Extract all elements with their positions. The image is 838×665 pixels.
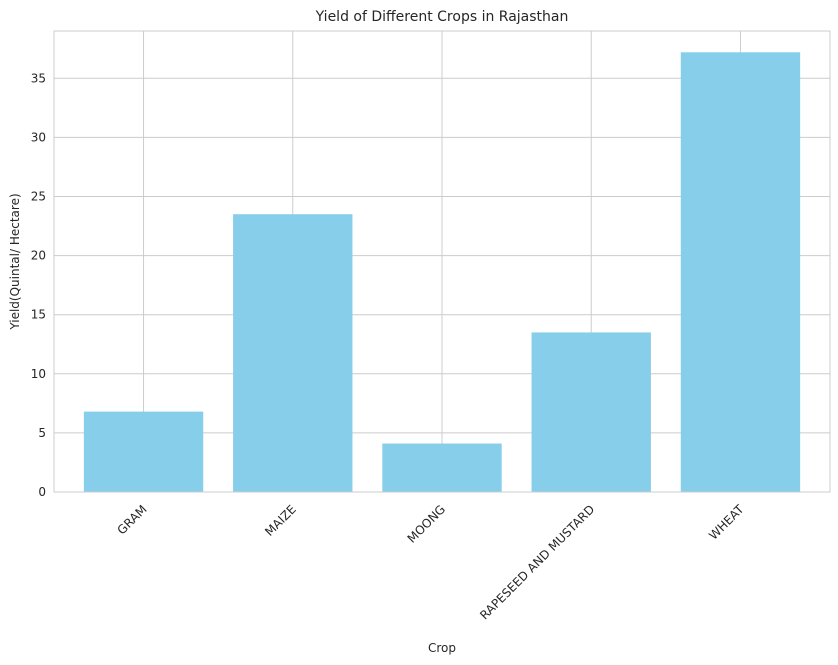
x-axis-label: Crop bbox=[428, 641, 456, 655]
y-tick-label-25: 25 bbox=[31, 189, 46, 203]
y-tick-label-5: 5 bbox=[38, 426, 46, 440]
plot-frame bbox=[53, 30, 831, 493]
y-tick-label-20: 20 bbox=[31, 249, 46, 263]
x-tick-label-gram: GRAM bbox=[115, 502, 150, 537]
y-tick-label-35: 35 bbox=[31, 71, 46, 85]
x-tick-label-moong: MOONG bbox=[405, 502, 449, 546]
bar-gram bbox=[83, 411, 204, 492]
bars bbox=[83, 52, 801, 493]
x-tick-labels: GRAM MAIZE MOONG RAPESEED AND MUSTARD WHEAT bbox=[115, 502, 748, 623]
bar-moong bbox=[382, 443, 502, 492]
bar-maize bbox=[233, 214, 353, 492]
bar-rapeseed-and-mustard bbox=[531, 332, 651, 492]
chart-title: Yield of Different Crops in Rajasthan bbox=[315, 9, 569, 25]
y-tick-label-10: 10 bbox=[31, 367, 46, 381]
y-tick-label-15: 15 bbox=[31, 308, 46, 322]
y-axis-label: Yield(Quintal/ Hectare) bbox=[8, 193, 22, 330]
x-tick-label-maize: MAIZE bbox=[262, 502, 299, 539]
x-tick-label-wheat: WHEAT bbox=[706, 502, 747, 543]
y-tick-label-0: 0 bbox=[38, 485, 46, 499]
y-tick-labels: 0 5 10 15 20 25 30 35 bbox=[31, 71, 46, 499]
bar-wheat bbox=[680, 52, 801, 493]
y-tick-label-30: 30 bbox=[31, 130, 46, 144]
x-tick-label-rapeseed-and-mustard: RAPESEED AND MUSTARD bbox=[477, 502, 597, 622]
